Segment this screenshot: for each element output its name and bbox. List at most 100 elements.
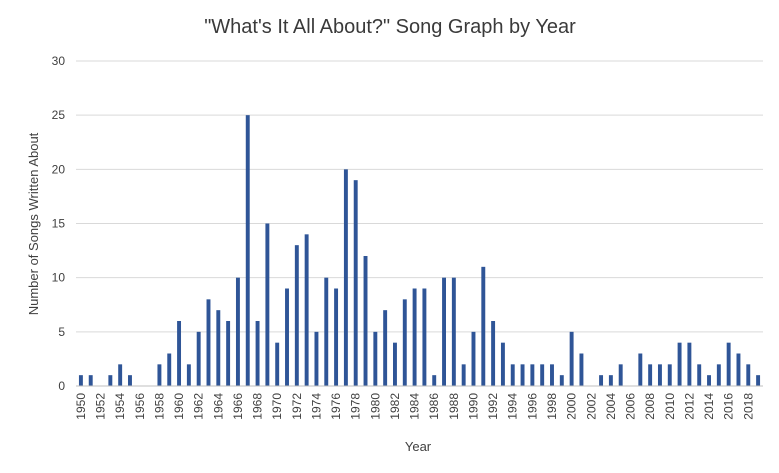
bar [157, 364, 162, 386]
x-tick-label: 2004 [604, 393, 618, 420]
bar [294, 245, 299, 386]
x-axis-label: Year [405, 439, 432, 454]
y-axis-label: Number of Songs Written About [26, 132, 41, 315]
x-tick-label: 2006 [624, 393, 638, 420]
bar [569, 331, 574, 386]
x-tick-label: 1986 [427, 393, 441, 420]
x-tick-label: 1990 [466, 393, 480, 420]
bar [245, 115, 250, 387]
bar [756, 375, 761, 386]
bar [206, 299, 211, 386]
bar [128, 375, 132, 386]
x-tick-label: 1998 [545, 393, 559, 420]
y-tick-label: 20 [52, 162, 66, 176]
x-tick-label: 1962 [192, 393, 206, 420]
bar [667, 364, 672, 386]
bar [657, 364, 662, 386]
x-tick-label: 1964 [211, 393, 225, 420]
bar [353, 180, 358, 386]
bar [226, 321, 231, 386]
bar [648, 364, 653, 386]
x-tick-label: 1952 [94, 393, 108, 420]
x-tick-label: 2002 [584, 393, 598, 420]
x-tick-label: 1966 [231, 393, 245, 420]
x-tick-label: 1960 [172, 393, 186, 420]
x-tick-label: 2008 [643, 393, 657, 420]
bar [461, 364, 466, 386]
bar [481, 266, 486, 386]
bar [707, 375, 711, 386]
x-tick-label: 1974 [309, 393, 323, 420]
bar [638, 353, 643, 386]
bar [500, 342, 505, 386]
x-tick-label: 2014 [702, 393, 716, 420]
bar [177, 321, 182, 386]
bar [677, 342, 682, 386]
x-tick-label: 1968 [251, 393, 265, 420]
y-axis-ticks: 0 5 10 15 20 25 30 [52, 54, 66, 393]
y-tick-label: 15 [52, 217, 66, 231]
x-tick-label: 2000 [565, 393, 579, 420]
x-tick-label: 1984 [408, 393, 422, 420]
bar [167, 353, 172, 386]
bar [422, 288, 427, 386]
bar [520, 364, 525, 386]
bar [196, 331, 201, 386]
bar [118, 364, 123, 386]
bar [88, 375, 93, 386]
bar [216, 310, 221, 386]
bar [402, 299, 407, 386]
x-tick-label: 1970 [270, 393, 284, 420]
bar [559, 375, 564, 386]
bar [451, 277, 456, 386]
bar [471, 331, 476, 386]
bar [235, 277, 240, 386]
bar [383, 310, 388, 386]
x-tick-label: 1958 [152, 393, 166, 420]
gridlines [76, 60, 763, 333]
bar [373, 331, 378, 386]
bar [363, 256, 368, 386]
x-tick-label: 1982 [388, 393, 402, 420]
x-axis-ticks: 1950 1952 1954 1956 1958 1960 1962 1964 1966 1968… [74, 393, 755, 420]
x-tick-label: 1988 [447, 393, 461, 420]
x-tick-label: 1956 [133, 393, 147, 420]
bar [78, 375, 83, 386]
x-tick-label: 1980 [368, 393, 382, 420]
x-tick-label: 1954 [113, 393, 127, 420]
x-tick-label: 2012 [682, 393, 696, 420]
bar [510, 364, 515, 386]
bar [530, 364, 535, 386]
x-tick-label: 1994 [506, 393, 520, 420]
bar [275, 342, 280, 386]
bar [550, 364, 554, 386]
bar [442, 277, 446, 386]
bar [540, 364, 545, 386]
bar [736, 353, 741, 386]
x-tick-label: 1950 [74, 393, 88, 420]
y-tick-label: 10 [52, 271, 66, 285]
bar [687, 342, 692, 386]
bar [491, 321, 496, 386]
x-tick-label: 2016 [722, 393, 736, 420]
x-tick-label: 1992 [486, 393, 500, 420]
bar [716, 364, 721, 386]
bar [599, 375, 604, 386]
x-tick-label: 1976 [329, 393, 343, 420]
bar [334, 288, 339, 386]
bar [108, 375, 113, 386]
chart-title: "What's It All About?" Song Graph by Yea… [204, 16, 576, 38]
y-tick-label: 25 [52, 108, 66, 122]
y-tick-label: 5 [58, 325, 65, 339]
x-tick-label: 2018 [741, 393, 755, 420]
bar [393, 342, 397, 386]
bar [697, 364, 702, 386]
x-tick-label: 1978 [349, 393, 363, 420]
bar [324, 277, 329, 386]
y-tick-label: 0 [58, 379, 65, 393]
bar [726, 342, 731, 386]
y-tick-label: 30 [52, 54, 66, 68]
bar [608, 375, 613, 386]
